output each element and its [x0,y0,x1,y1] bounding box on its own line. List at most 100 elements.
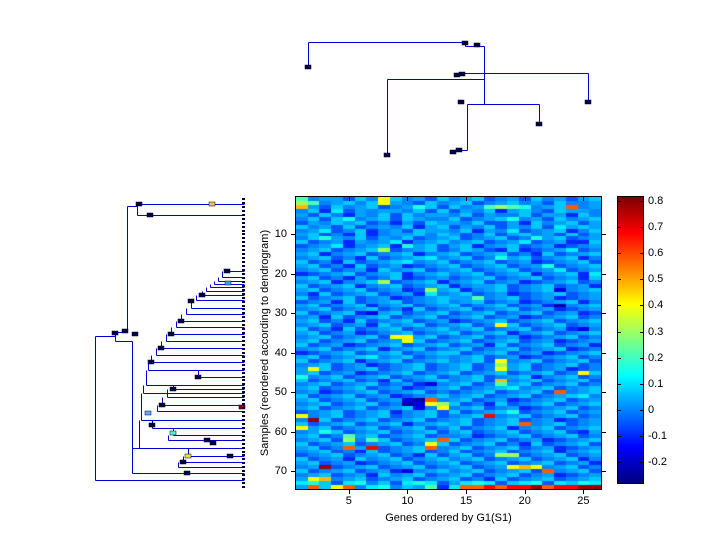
tick-mark [602,234,606,235]
dendrogram-leaf-marker [144,410,152,416]
dendrogram-leaf-marker [187,298,195,304]
tick-mark [602,313,606,314]
tick-mark [291,471,295,472]
y-tick-label: 70 [274,465,287,477]
tick-mark [618,358,621,359]
tick-mark [640,436,643,437]
tick-mark [349,490,350,494]
heatmap-image [296,197,601,489]
tick-mark [291,274,295,275]
colorbar-tick-label: -0.1 [648,430,667,442]
tick-mark [602,471,606,472]
tick-mark [291,313,295,314]
dendrogram-leaf-marker [455,147,463,153]
tick-mark [618,462,621,463]
dendrogram-leaf-marker [473,42,481,48]
y-tick-label: 50 [274,386,287,398]
dendrogram-leaf-marker [158,402,166,408]
dendrogram-leaf-marker [457,99,465,105]
dendrogram-leaf-marker [148,422,156,428]
dendrogram-leaf-marker [121,328,129,334]
y-tick-label: 30 [274,307,287,319]
tick-mark [466,490,467,494]
tick-mark [291,234,295,235]
dendrogram-leaf-marker [226,453,234,459]
tick-mark [525,490,526,494]
colorbar-tick-label: 0.2 [648,352,664,364]
tick-mark [640,410,643,411]
tick-mark [640,253,643,254]
tick-mark [618,332,621,333]
dendrogram-leaf-marker [135,201,143,207]
x-tick-label: 10 [401,495,414,507]
tick-mark [349,197,350,201]
x-tick-label: 20 [518,495,531,507]
tick-mark [640,201,643,202]
tick-mark [640,332,643,333]
tick-mark [291,392,295,393]
colorbar-tick-label: 0.6 [648,247,664,259]
tick-mark [640,384,643,385]
dendrogram-leaf-marker [208,201,216,207]
tick-mark [291,353,295,354]
dendrogram-leaf-marker [131,331,139,337]
tick-mark [618,201,621,202]
dendrogram-leaf-marker [167,331,175,337]
colorbar-tick-label: 0.3 [648,326,664,338]
colorbar-tick-label: -0.2 [648,456,667,468]
dendrogram-leaf-marker [184,453,192,459]
tick-mark [618,436,621,437]
y-tick-label: 20 [274,268,287,280]
dendrogram-leaf-marker [203,437,211,443]
tick-mark [583,490,584,494]
dendrogram-leaf-marker [198,292,206,298]
dendrogram-leaf-marker [111,330,119,336]
dendrogram-leaf-marker [304,64,312,70]
dendrogram-leaf-marker [157,345,165,351]
x-tick-label: 5 [345,495,352,507]
tick-mark [583,197,584,201]
y-tick-label: 10 [274,228,287,240]
dendrogram-leaf-marker [147,359,155,365]
y-tick-label: 40 [274,347,287,359]
tick-mark [407,197,408,201]
tick-mark [291,432,295,433]
tick-mark [602,432,606,433]
dendrogram-leaf-marker [584,99,592,105]
x-tick-label: 15 [459,495,473,507]
colorbar-tick-label: 0.8 [648,195,664,207]
tick-mark [640,358,643,359]
y-axis-label: Samples (reordered according to dendrogr… [259,229,271,457]
dendrogram-leaf-marker [169,386,177,392]
dendrogram-leaf-marker [183,470,191,476]
tick-mark [618,410,621,411]
dendrogram-leaf-marker [223,268,231,274]
dendrogram-leaf-marker [146,212,154,218]
dendrogram-leaf-marker [461,40,469,46]
tick-mark [525,197,526,201]
colorbar-tick-label: 0 [648,404,655,416]
dendrogram-leaf-marker [383,152,391,158]
tick-mark [640,462,643,463]
dendrogram-leaf-marker [453,72,461,78]
dendrogram-leaf-marker [179,459,187,465]
dendrogram-leaf-marker [169,430,177,436]
dendrogram-leaf-marker [177,318,185,324]
tick-mark [618,253,621,254]
colorbar-tick-label: 0.1 [648,378,664,390]
tick-mark [640,305,643,306]
tick-mark [618,384,621,385]
colorbar-gradient [618,197,643,483]
left-dendrogram [95,198,246,488]
tick-mark [602,392,606,393]
dendrogram-leaf-marker [449,149,457,155]
dendrogram-leaf-marker [194,374,202,380]
tick-mark [407,490,408,494]
top-dendrogram [304,40,592,158]
colorbar-tick-label: 0.4 [648,299,664,311]
dendrogram-leaf-marker [224,280,232,286]
x-tick-label: 25 [577,495,590,507]
heatmap-axes [295,196,602,490]
